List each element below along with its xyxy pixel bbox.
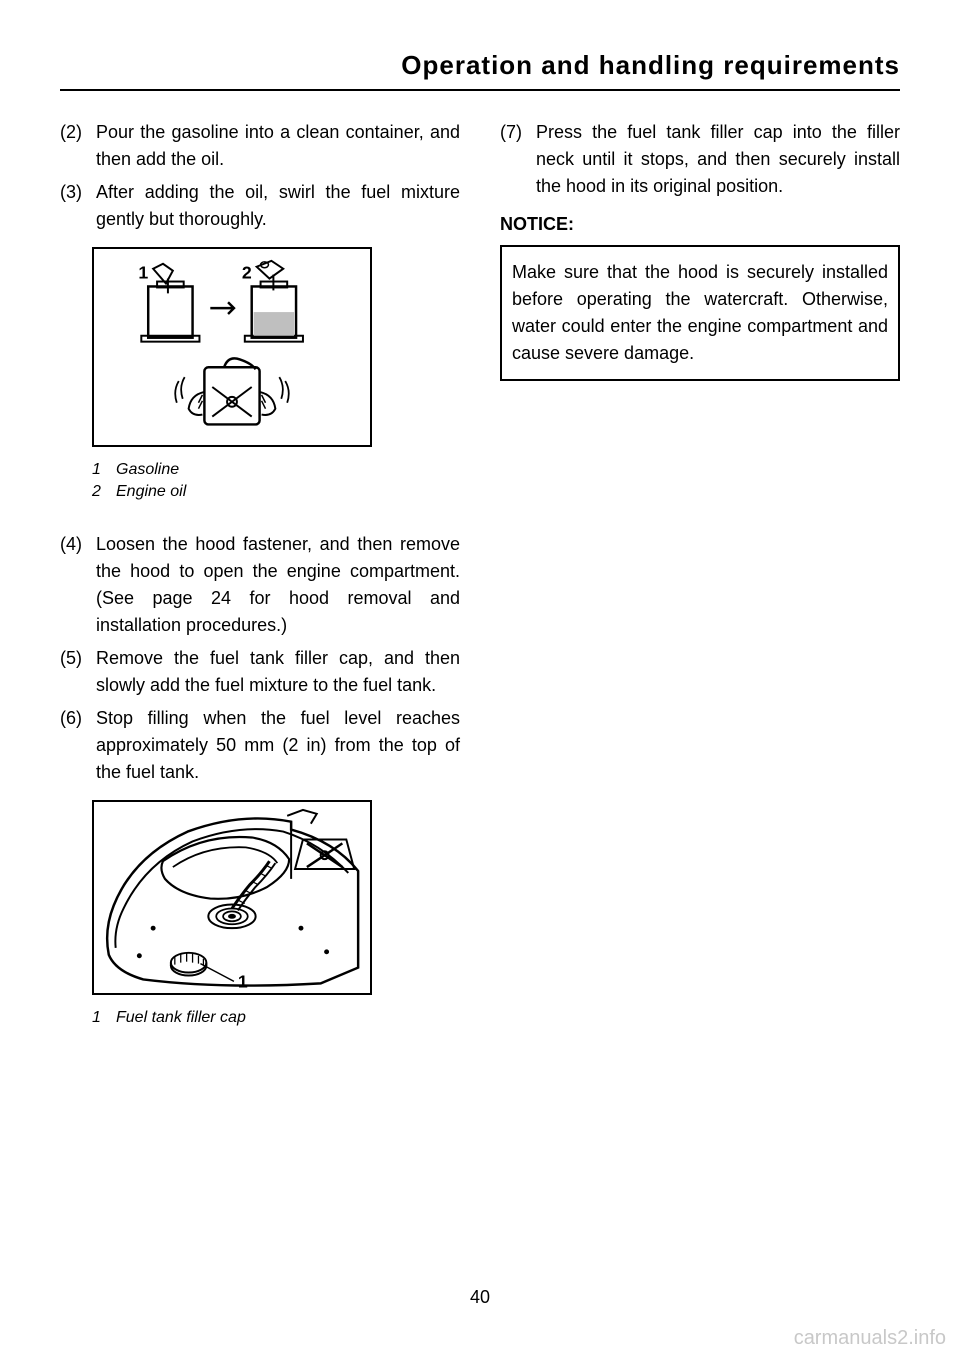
caption-text: Engine oil [116,483,186,501]
instruction-list-1: (2) Pour the gasoline into a clean conta… [60,119,460,233]
figure-watercraft-fuel-cap: 1 [92,800,372,995]
right-column: (7) Press the fuel tank filler cap into … [500,119,900,1057]
list-text: After adding the oil, swirl the fuel mix… [96,179,460,233]
instruction-list-3: (7) Press the fuel tank filler cap into … [500,119,900,200]
caption-num: 1 [92,1009,116,1027]
caption-item: 2 Engine oil [92,483,460,501]
list-item: (6) Stop filling when the fuel level rea… [60,705,460,786]
notice-box: Make sure that the hood is securely inst… [500,245,900,381]
caption-text: Fuel tank filler cap [116,1009,246,1027]
label-1: 1 [138,263,148,283]
caption-item: 1 Fuel tank filler cap [92,1009,460,1027]
list-number: (5) [60,645,96,699]
left-column: (2) Pour the gasoline into a clean conta… [60,119,460,1057]
list-text: Pour the gasoline into a clean container… [96,119,460,173]
label-2: 2 [242,263,252,283]
page-header: Operation and handling requirements [60,50,900,81]
list-item: (5) Remove the fuel tank filler cap, and… [60,645,460,699]
list-item: (7) Press the fuel tank filler cap into … [500,119,900,200]
caption-text: Gasoline [116,461,179,479]
list-item: (4) Loosen the hood fastener, and then r… [60,531,460,639]
caption-num: 1 [92,461,116,479]
caption-item: 1 Gasoline [92,461,460,479]
list-number: (3) [60,179,96,233]
list-item: (2) Pour the gasoline into a clean conta… [60,119,460,173]
list-item: (3) After adding the oil, swirl the fuel… [60,179,460,233]
list-number: (4) [60,531,96,639]
label-1: 1 [238,971,248,991]
list-text: Press the fuel tank filler cap into the … [536,119,900,200]
instruction-list-2: (4) Loosen the hood fastener, and then r… [60,531,460,786]
content-columns: (2) Pour the gasoline into a clean conta… [60,119,900,1057]
list-text: Stop filling when the fuel level reaches… [96,705,460,786]
figure-mixing-fuel: 1 2 [92,247,372,447]
list-number: (7) [500,119,536,200]
watermark: carmanuals2.info [794,1327,946,1350]
header-divider [60,89,900,91]
caption-num: 2 [92,483,116,501]
notice-label: NOTICE: [500,214,900,235]
list-text: Loosen the hood fastener, and then remov… [96,531,460,639]
figure1-captions: 1 Gasoline 2 Engine oil [92,461,460,501]
watercraft-svg: 1 [94,802,370,994]
list-text: Remove the fuel tank filler cap, and the… [96,645,460,699]
mixing-diagram-svg: 1 2 [94,249,370,446]
page-number: 40 [470,1287,490,1308]
figure2-captions: 1 Fuel tank filler cap [92,1009,460,1027]
list-number: (2) [60,119,96,173]
list-number: (6) [60,705,96,786]
